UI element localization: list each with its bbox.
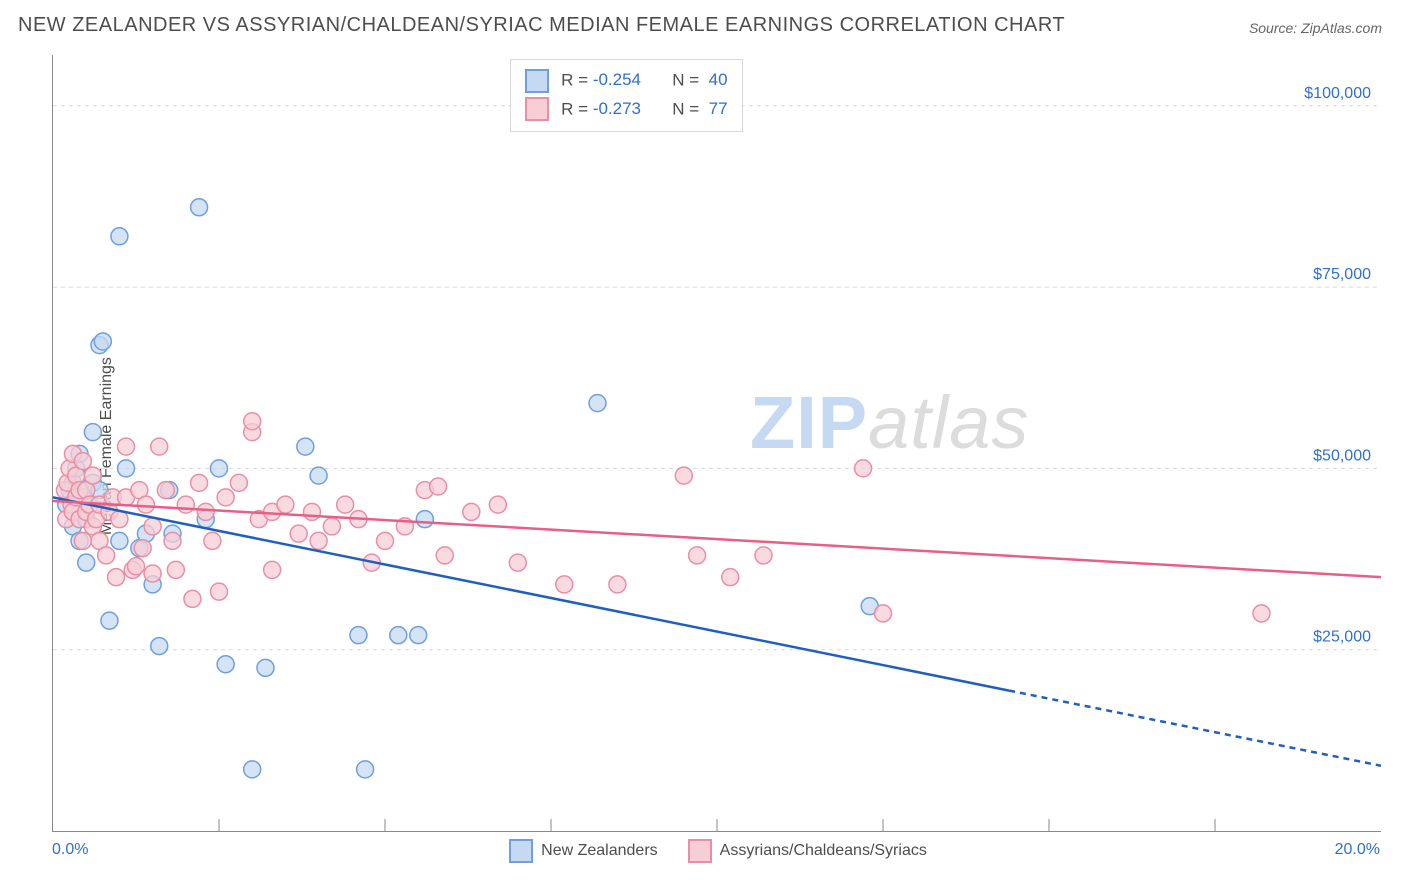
y-tick-label: $25,000 — [1313, 629, 1371, 646]
data-point-acs — [144, 518, 161, 535]
corr-r-value-acs: -0.273 — [593, 95, 663, 123]
data-point-acs — [755, 547, 772, 564]
data-point-nz — [297, 438, 314, 455]
corr-swatch-acs — [525, 97, 549, 121]
corr-r-label: R = — [561, 71, 593, 90]
data-point-nz — [257, 659, 274, 676]
corr-swatch-nz — [525, 69, 549, 93]
data-point-acs — [310, 532, 327, 549]
data-point-acs — [98, 547, 115, 564]
data-point-acs — [74, 453, 91, 470]
corr-n-label: N = — [663, 99, 704, 118]
data-point-nz — [151, 638, 168, 655]
data-point-acs — [675, 467, 692, 484]
scatter-plot: $25,000 $50,000 $75,000 $100,000 — [52, 55, 1381, 832]
data-point-acs — [204, 532, 221, 549]
data-point-acs — [167, 561, 184, 578]
data-point-nz — [244, 761, 261, 778]
series-legend: New Zealanders Assyrians/Chaldeans/Syriac… — [0, 839, 1406, 863]
y-tick-label: $75,000 — [1313, 266, 1371, 283]
data-point-acs — [337, 496, 354, 513]
data-point-nz — [410, 627, 427, 644]
regression-line-acs — [53, 501, 1381, 577]
corr-n-value-nz: 40 — [704, 66, 728, 94]
data-point-nz — [211, 460, 228, 477]
data-point-acs — [1253, 605, 1270, 622]
legend-swatch-acs — [688, 839, 712, 863]
data-point-acs — [184, 590, 201, 607]
data-point-acs — [430, 478, 447, 495]
corr-r-value-nz: -0.254 — [593, 66, 663, 94]
data-point-acs — [609, 576, 626, 593]
data-point-nz — [101, 612, 118, 629]
chart-title: NEW ZEALANDER VS ASSYRIAN/CHALDEAN/SYRIA… — [18, 14, 1065, 37]
data-point-acs — [108, 569, 125, 586]
data-point-acs — [128, 558, 145, 575]
legend-label-acs: Assyrians/Chaldeans/Syriacs — [720, 842, 927, 859]
correlation-legend: R = -0.254 N = 40R = -0.273 N = 77 — [510, 59, 742, 132]
data-point-acs — [509, 554, 526, 571]
data-point-nz — [217, 656, 234, 673]
data-point-acs — [118, 438, 135, 455]
data-point-acs — [244, 413, 261, 430]
data-point-nz — [357, 761, 374, 778]
data-point-acs — [191, 474, 208, 491]
data-point-acs — [377, 532, 394, 549]
data-point-acs — [303, 503, 320, 520]
corr-row-acs: R = -0.273 N = 77 — [525, 95, 727, 124]
legend-label-nz: New Zealanders — [541, 842, 658, 859]
data-point-acs — [689, 547, 706, 564]
data-point-nz — [390, 627, 407, 644]
corr-row-nz: R = -0.254 N = 40 — [525, 66, 727, 95]
data-point-acs — [164, 532, 181, 549]
corr-r-label: R = — [561, 99, 593, 118]
data-point-acs — [137, 496, 154, 513]
data-point-acs — [556, 576, 573, 593]
regression-line-dashed-nz — [1009, 691, 1381, 766]
data-point-acs — [230, 474, 247, 491]
data-point-nz — [111, 228, 128, 245]
legend-swatch-nz — [509, 839, 533, 863]
data-point-acs — [290, 525, 307, 542]
y-tick-label: $50,000 — [1313, 447, 1371, 464]
data-point-acs — [875, 605, 892, 622]
corr-n-value-acs: 77 — [704, 95, 728, 123]
data-point-acs — [157, 482, 174, 499]
data-point-acs — [323, 518, 340, 535]
corr-n-label: N = — [663, 71, 704, 90]
data-point-acs — [151, 438, 168, 455]
data-point-acs — [722, 569, 739, 586]
data-point-acs — [489, 496, 506, 513]
data-point-acs — [463, 503, 480, 520]
data-point-nz — [84, 424, 101, 441]
data-point-acs — [264, 561, 281, 578]
data-point-acs — [144, 565, 161, 582]
data-point-nz — [118, 460, 135, 477]
data-point-nz — [111, 532, 128, 549]
data-point-acs — [436, 547, 453, 564]
data-point-acs — [84, 467, 101, 484]
data-point-nz — [191, 199, 208, 216]
data-point-acs — [197, 503, 214, 520]
data-point-acs — [211, 583, 228, 600]
data-point-acs — [177, 496, 194, 513]
data-point-nz — [416, 511, 433, 528]
data-point-acs — [855, 460, 872, 477]
data-point-nz — [350, 627, 367, 644]
data-point-nz — [310, 467, 327, 484]
source-credit: Source: ZipAtlas.com — [1249, 20, 1382, 36]
data-point-acs — [134, 540, 151, 557]
data-point-acs — [277, 496, 294, 513]
y-tick-label: $100,000 — [1304, 85, 1371, 102]
data-point-acs — [74, 532, 91, 549]
data-point-nz — [78, 554, 95, 571]
data-point-nz — [589, 395, 606, 412]
data-point-nz — [94, 333, 111, 350]
data-point-acs — [217, 489, 234, 506]
